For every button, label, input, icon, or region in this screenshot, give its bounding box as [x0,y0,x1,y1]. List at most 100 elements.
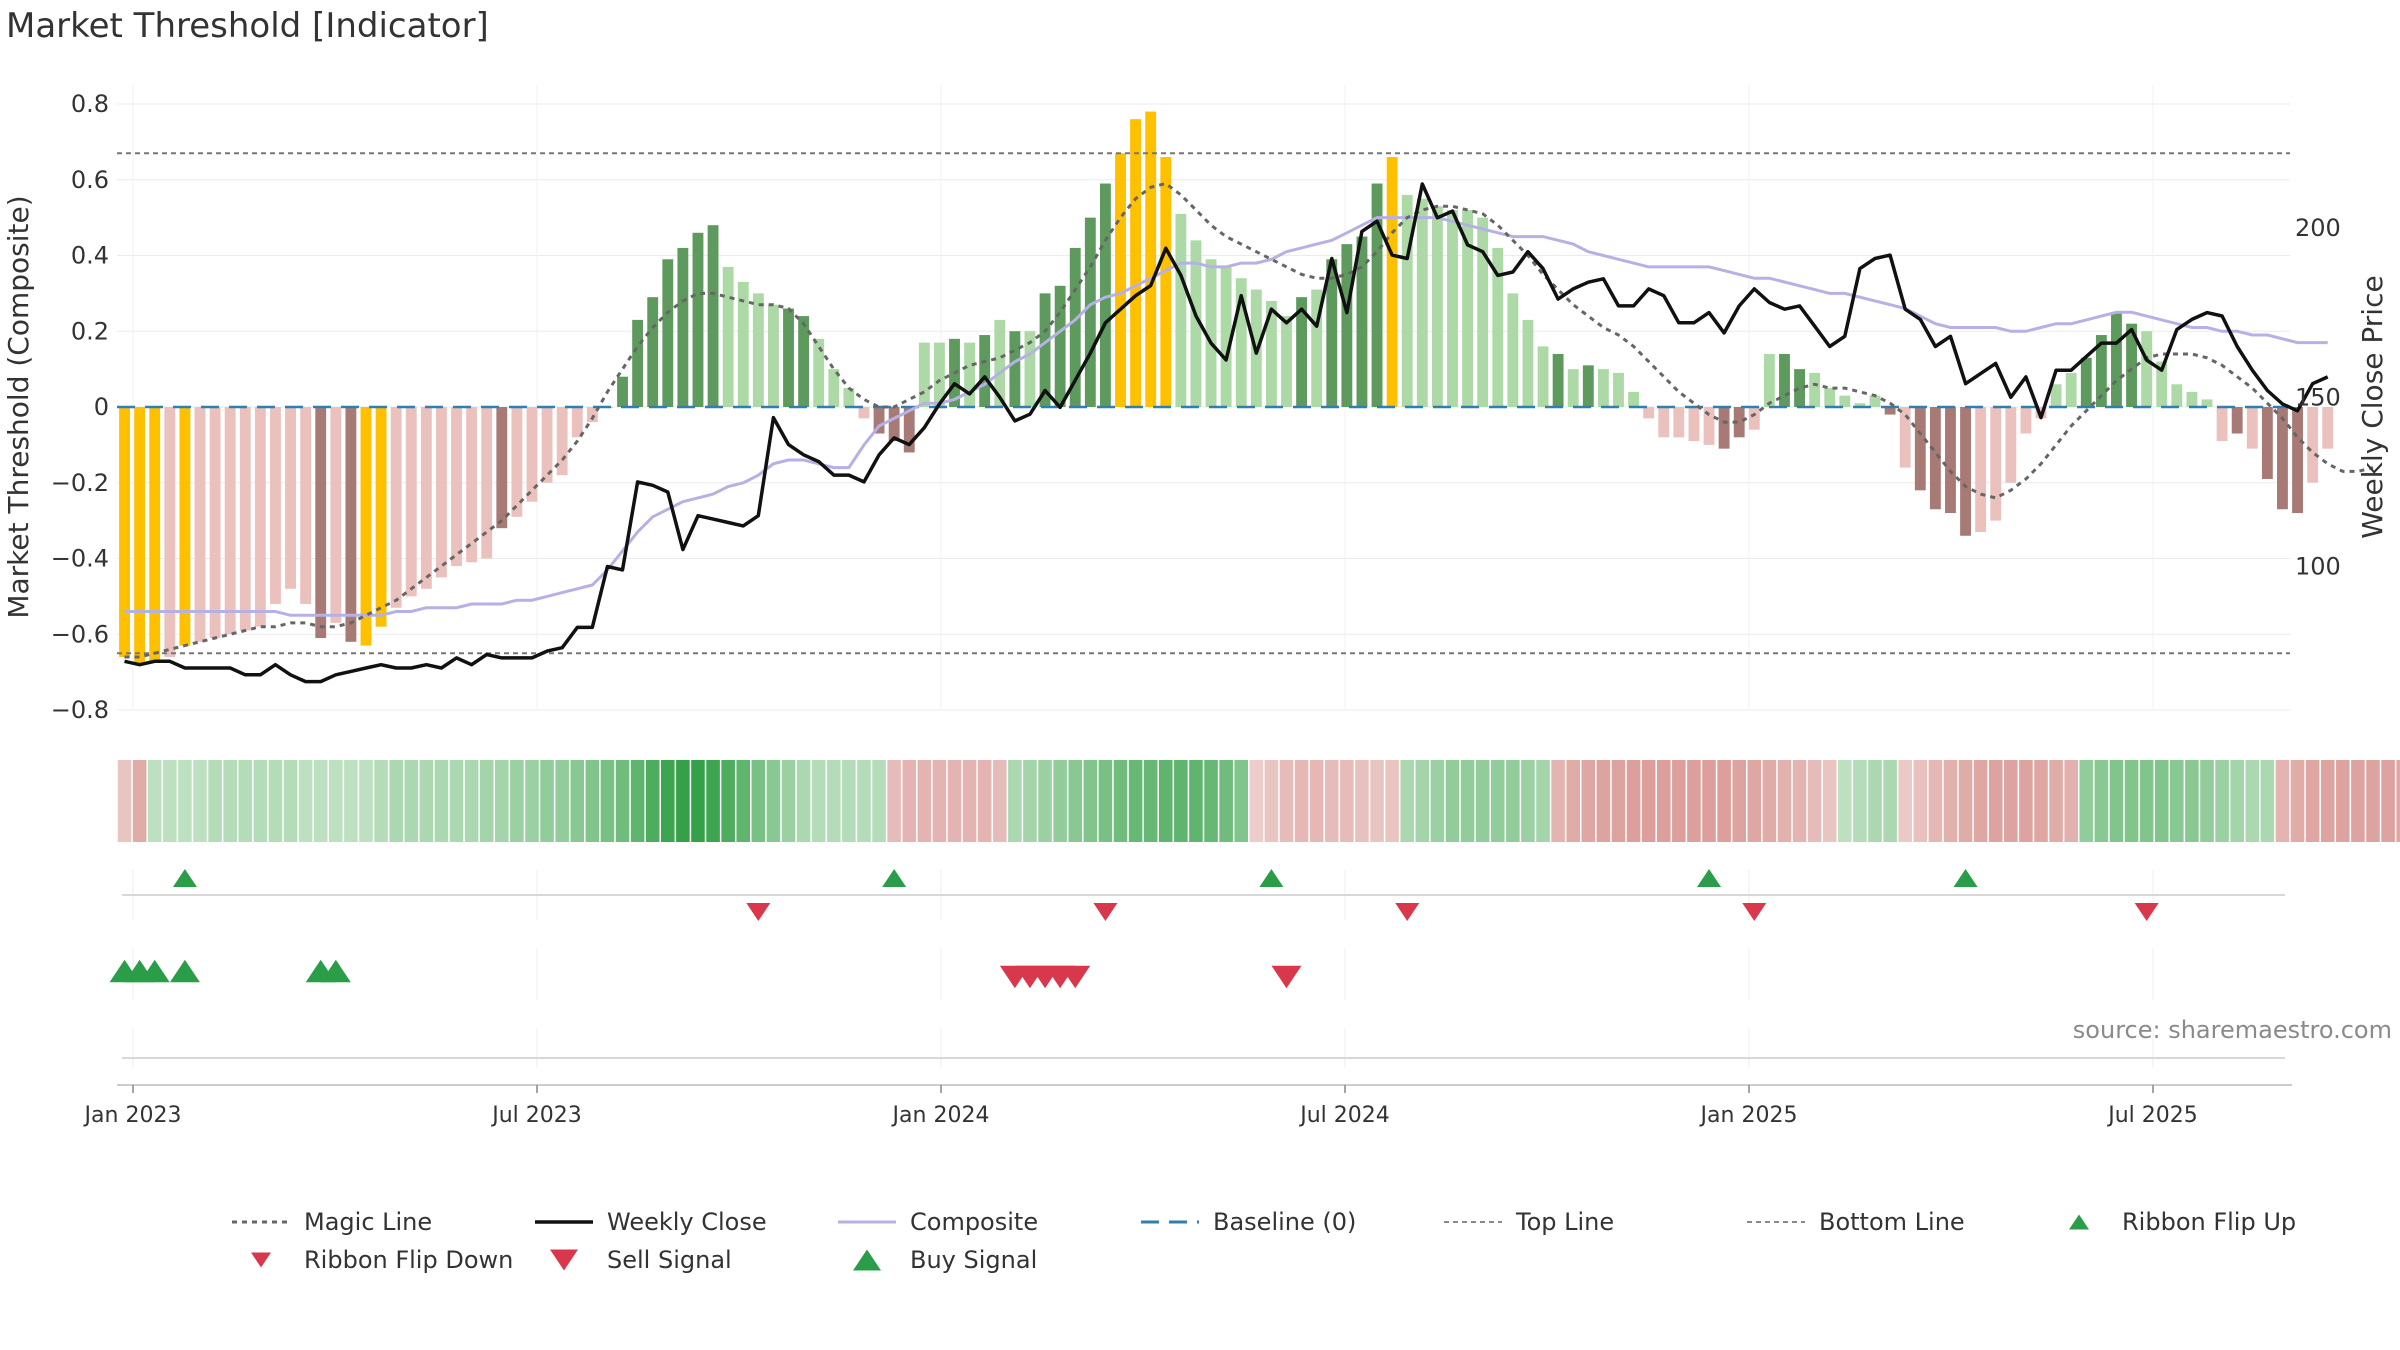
ribbon-cell [1038,760,1052,842]
y-tick-label: 0.2 [71,317,109,345]
right-y-axis: 200 150 100 Weekly Close Price [2295,214,2389,581]
ribbon-cell [676,760,690,842]
legend-item: Bottom Line [1745,1208,1965,1236]
ribbon-cell [2154,760,2169,842]
ribbon-cell [1581,760,1596,842]
composite-bar [315,407,327,639]
ribbon-cell [2170,760,2184,842]
legend-item: Sell Signal [533,1246,732,1274]
y-axis-title-right: Weekly Close Price [2356,275,2389,538]
composite-bar [1899,407,1911,468]
ribbon-cell [736,760,751,842]
composite-bar [888,407,900,442]
ribbon-cell [298,760,313,842]
composite-bar [828,369,840,407]
composite-bar [1643,407,1655,419]
composite-bar [1492,247,1504,407]
buy-signal-marker [320,959,351,983]
ribbon-cell [2381,760,2395,842]
ribbon-cell [2049,760,2063,842]
composite-bar [1582,365,1594,407]
ribbon-cell [2185,760,2199,842]
ribbon-cell [1913,760,1928,842]
sell-signal-marker [1060,965,1091,989]
composite-bar [1914,407,1926,491]
legend-item: Top Line [1442,1208,1614,1236]
composite-bar [420,407,432,589]
ribbon-cell [1340,760,1354,842]
legend-item: Composite [836,1208,1038,1236]
composite-bar [1039,293,1051,407]
ribbon-cell [1053,760,1067,842]
composite-bar [722,266,734,407]
sell-signal-marker [1271,965,1302,989]
ribbon-cell [917,760,932,842]
buy-signal-marker [169,959,200,983]
ribbon-cell [1958,760,1973,842]
legend-symbol [535,1220,593,1224]
composite-bar [1809,372,1821,407]
composite-bar [2050,384,2062,407]
composite-bar [1145,111,1157,407]
composite-bar [1069,247,1081,407]
ribbon-cell [1475,760,1490,842]
y-tick-label-right: 200 [2295,214,2341,242]
weekly-close-line [124,182,2329,684]
ribbon-cell [1551,760,1565,842]
legend-item: Ribbon Flip Down [230,1246,513,1274]
composite-bar [767,304,779,407]
composite-bar [541,407,553,483]
composite-bar [2186,391,2198,407]
composite-bar [2322,407,2334,449]
ribbon-cell [721,760,735,842]
ribbon-cell [1521,760,1535,842]
legend-item: Ribbon Flip Up [2048,1208,2296,1236]
ribbon-cell [2064,760,2078,842]
legend-label: Magic Line [304,1208,433,1236]
y-tick-label: −0.2 [51,469,109,497]
ribbon-cell [1536,760,1550,842]
composite-bar [300,407,312,604]
ribbon-cell [1973,760,1988,842]
ribbon-flip-up-marker [172,869,197,887]
composite-bar [2246,407,2258,449]
y-tick-label: 0.4 [71,242,109,270]
ribbon-cell [132,760,147,842]
ribbon-cell [766,760,781,842]
ribbon-cell [2004,760,2018,842]
ribbon-cell [1762,760,1777,842]
legend-label: Weekly Close [607,1208,767,1236]
composite-bar [164,407,176,657]
y-tick-label: −0.8 [51,696,109,724]
composite-bar [1824,388,1836,407]
ribbon-flip-up-marker [882,869,907,887]
ribbon-cell [872,760,886,842]
x-tick-label: Jan 2023 [83,1103,182,1128]
ribbon-cell [1566,760,1581,842]
composite-bar [1311,289,1323,407]
y-tick-label: 0.6 [71,166,109,194]
ribbon-cell [1309,760,1324,842]
ribbon-cell [555,760,569,842]
ribbon-flip-down-marker [1093,903,1118,921]
ribbon-cell [962,760,977,842]
composite-bar [1477,217,1489,407]
legend-symbol [251,1252,271,1268]
composite-bar [783,308,794,407]
ribbon-cell [1445,760,1460,842]
composite-bar [964,342,976,407]
ribbon-cell [2366,760,2380,842]
ribbon-cell [1596,760,1611,842]
ribbon-cell [117,760,132,842]
ribbon-cell [615,760,630,842]
ribbon-cell [2320,760,2335,842]
ribbon-cell [585,760,600,842]
ribbon-cell [992,760,1007,842]
reference-lines [117,152,2290,655]
composite-bar [405,407,417,597]
composite-bar [526,407,538,502]
legend-item: Baseline (0) [1139,1208,1356,1236]
x-tick-label: Jan 2025 [1699,1103,1798,1128]
composite-bar [632,319,644,407]
ribbon-cell [193,760,207,842]
